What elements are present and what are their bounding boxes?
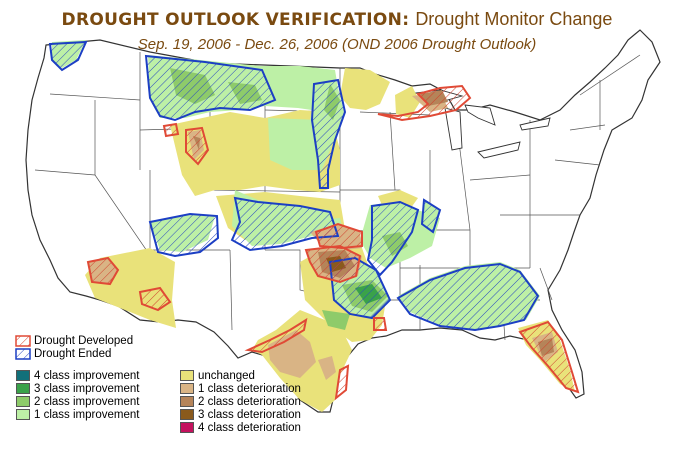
map-title-sub: Drought Monitor Change — [415, 9, 613, 29]
drought-developed-areas — [86, 84, 580, 401]
legend-outline-swatches — [15, 335, 31, 360]
title-row: DROUGHT OUTLOOK VERIFICATION: Drought Mon… — [0, 9, 674, 30]
map-title: DROUGHT OUTLOOK VERIFICATION: — [61, 10, 410, 30]
map-subtitle: Sep. 19, 2006 - Dec. 26, 2006 (OND 2006 … — [137, 36, 537, 53]
drought-ended-areas — [48, 40, 540, 332]
